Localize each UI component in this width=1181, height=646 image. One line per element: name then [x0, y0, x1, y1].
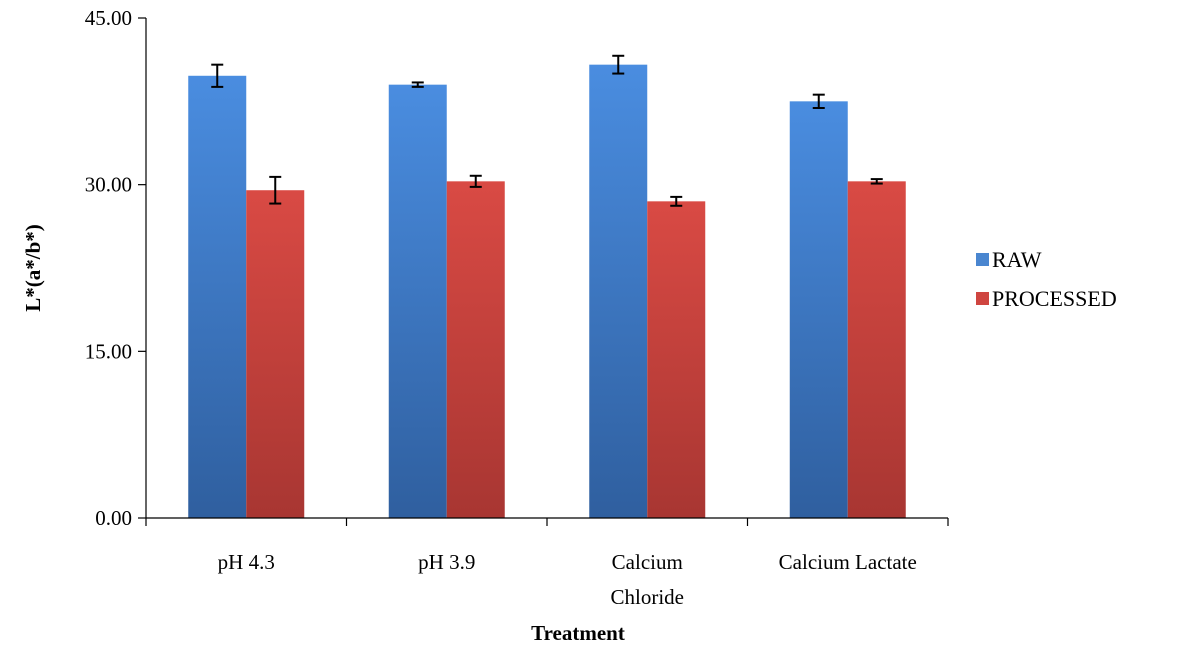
- bar-processed-2: [647, 201, 706, 519]
- bars-group: [188, 64, 906, 519]
- bar-processed-3: [847, 181, 906, 519]
- legend-label-processed: PROCESSED: [992, 285, 1117, 311]
- x-tick-label-1: pH 3.9: [418, 550, 475, 574]
- x-tick-label-2-line-1: Chloride: [611, 585, 685, 609]
- bar-processed-1: [446, 181, 505, 519]
- x-tick-label-0: pH 4.3: [218, 550, 275, 574]
- y-tick-label-2: 30.00: [85, 173, 132, 197]
- y-tick-label-1: 15.00: [85, 339, 132, 363]
- x-tick-label-2-line-0: Calcium: [612, 550, 683, 574]
- x-tick-label-3: Calcium Lactate: [779, 550, 917, 574]
- legend-swatch-raw: [976, 253, 989, 266]
- legend-item-processed: PROCESSED: [976, 279, 1117, 318]
- y-tick-label-3: 45.00: [85, 6, 132, 30]
- bar-raw-2: [589, 64, 648, 519]
- labels-group: 0.00 15.00 30.00 45.00 pH 4.3 pH 3.9 Calcium Ch…: [21, 6, 917, 645]
- legend-label-raw: RAW: [992, 246, 1042, 272]
- bar-processed-0: [246, 190, 305, 518]
- legend-swatch-processed: [976, 292, 989, 305]
- bar-raw-0: [188, 75, 247, 519]
- bar-raw-3: [789, 101, 848, 518]
- legend-item-raw: RAW: [976, 240, 1117, 279]
- bar-raw-1: [388, 84, 447, 519]
- y-axis-title: L*(a*/b*): [21, 224, 45, 312]
- y-tick-label-0: 0.00: [95, 506, 132, 530]
- axes-group: [138, 17, 949, 526]
- error-bars-group: [211, 54, 883, 207]
- legend: RAW PROCESSED: [976, 240, 1117, 318]
- x-axis-title: Treatment: [531, 621, 625, 645]
